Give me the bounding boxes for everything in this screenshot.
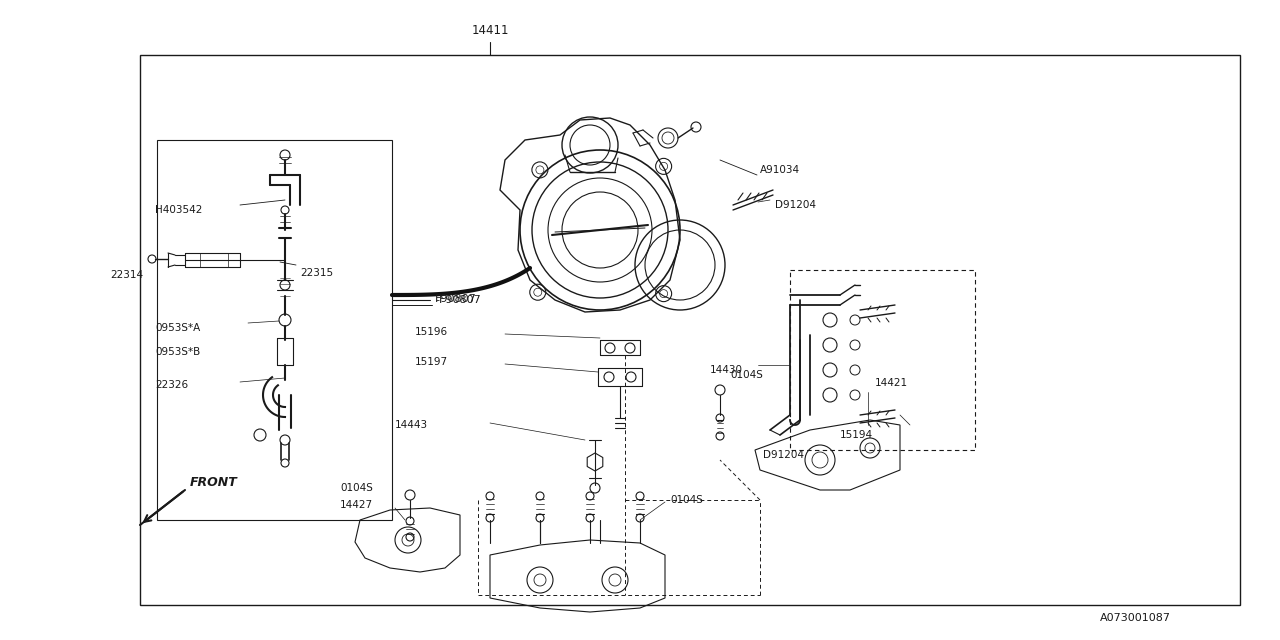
Text: 15196: 15196 xyxy=(415,327,448,337)
Text: 22314: 22314 xyxy=(110,270,143,280)
Text: 0953S*B: 0953S*B xyxy=(155,347,200,357)
Text: 0104S: 0104S xyxy=(669,495,703,505)
Text: 14421: 14421 xyxy=(876,378,908,388)
Text: 14411: 14411 xyxy=(471,24,508,36)
Text: 14427: 14427 xyxy=(340,500,374,510)
Bar xyxy=(157,140,392,520)
Text: 22326: 22326 xyxy=(155,380,188,390)
Text: 15194: 15194 xyxy=(840,430,873,440)
Text: FRONT: FRONT xyxy=(189,476,238,488)
Text: H403542: H403542 xyxy=(155,205,202,215)
Bar xyxy=(790,270,975,450)
Text: 22315: 22315 xyxy=(300,268,333,278)
Text: 15197: 15197 xyxy=(415,357,448,367)
Text: 0104S: 0104S xyxy=(340,483,372,493)
Text: 14430: 14430 xyxy=(710,365,742,375)
Text: D91204: D91204 xyxy=(763,450,804,460)
Text: A073001087: A073001087 xyxy=(1100,613,1171,623)
Bar xyxy=(140,55,1240,605)
Text: -F90807: -F90807 xyxy=(435,295,481,305)
Text: A91034: A91034 xyxy=(760,165,800,175)
Text: 0104S: 0104S xyxy=(730,370,763,380)
Text: 0953S*A: 0953S*A xyxy=(155,323,200,333)
Text: D91204: D91204 xyxy=(774,200,817,210)
Text: 14443: 14443 xyxy=(396,420,428,430)
Text: F90807: F90807 xyxy=(435,294,476,304)
